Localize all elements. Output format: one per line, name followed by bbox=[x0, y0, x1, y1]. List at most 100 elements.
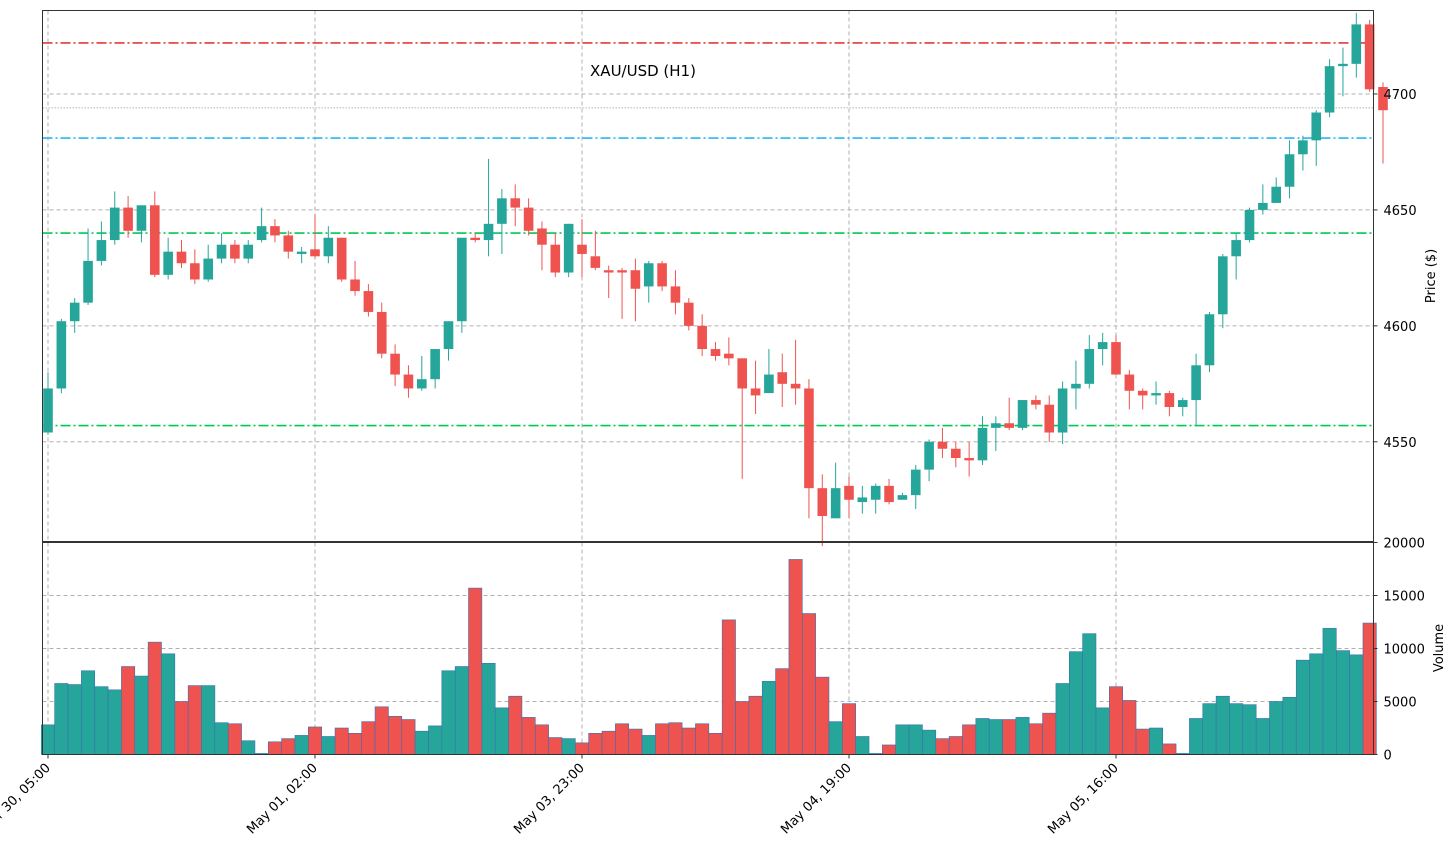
volume-bar bbox=[1349, 654, 1364, 755]
volume-bar bbox=[521, 717, 536, 755]
candle-body bbox=[750, 388, 761, 396]
candle-body bbox=[1271, 186, 1281, 203]
candle-body bbox=[1231, 240, 1241, 257]
candle-body bbox=[310, 249, 320, 257]
candle-body bbox=[817, 488, 828, 516]
candle-body bbox=[390, 353, 400, 375]
volume-axis-ticks: 0 5000 10000 15000 20000 bbox=[1373, 537, 1425, 764]
volume-bar bbox=[494, 707, 509, 755]
time-tick-label: May 04, 19:00 bbox=[778, 761, 855, 838]
volume-bar bbox=[548, 737, 563, 755]
candle-body bbox=[657, 263, 667, 287]
volume-bar bbox=[681, 727, 696, 755]
candle-body bbox=[857, 497, 868, 503]
candle-body bbox=[1124, 374, 1135, 391]
volume-bar bbox=[121, 666, 136, 755]
volume-bar bbox=[1309, 653, 1324, 755]
volume-bar bbox=[1028, 723, 1043, 755]
volume-bar bbox=[588, 732, 603, 755]
candle-body bbox=[1031, 400, 1041, 405]
candle-body bbox=[603, 270, 614, 273]
volume-bar bbox=[54, 683, 69, 755]
candle-body bbox=[283, 235, 294, 252]
candle-body bbox=[1044, 404, 1055, 433]
volume-bar bbox=[1322, 628, 1337, 755]
volume-bar bbox=[1002, 719, 1017, 755]
candle-body bbox=[1191, 365, 1201, 401]
volume-bar bbox=[828, 721, 843, 755]
volume-bar bbox=[708, 732, 723, 755]
candle-body bbox=[951, 448, 961, 459]
volume-axis-label: Volume bbox=[1432, 624, 1447, 672]
volume-tick-label: 15000 bbox=[1384, 590, 1425, 605]
candle-body bbox=[243, 244, 254, 259]
volume-bar bbox=[1335, 650, 1350, 755]
candle-body bbox=[617, 270, 627, 273]
volume-bar bbox=[801, 613, 816, 755]
volume-bar bbox=[761, 681, 776, 755]
volume-bar bbox=[1269, 701, 1284, 755]
volume-bar bbox=[1255, 718, 1270, 755]
volume-bar bbox=[775, 668, 790, 755]
candle-body bbox=[470, 237, 480, 241]
candle-body bbox=[216, 244, 227, 259]
candle-body bbox=[1284, 154, 1295, 187]
volume-tick-label: 20000 bbox=[1384, 537, 1425, 552]
candle-body bbox=[684, 302, 694, 326]
candle-body bbox=[1204, 314, 1215, 366]
volume-bar bbox=[94, 686, 109, 755]
volume-bar bbox=[988, 719, 1003, 755]
volume-bar bbox=[1015, 717, 1030, 755]
volume-bar bbox=[1215, 695, 1230, 755]
candle-body bbox=[697, 325, 707, 350]
candle-body bbox=[150, 205, 160, 275]
candle-body bbox=[109, 207, 120, 241]
candle-body bbox=[1177, 400, 1188, 408]
candle-body bbox=[56, 321, 67, 389]
candle-body bbox=[430, 349, 440, 380]
candle-body bbox=[590, 256, 601, 268]
volume-bar bbox=[321, 736, 336, 755]
candle-body bbox=[1137, 390, 1148, 396]
candle-body bbox=[1084, 349, 1095, 384]
candle-body bbox=[483, 223, 494, 241]
candle-body bbox=[804, 388, 814, 489]
volume-bar bbox=[534, 724, 549, 755]
candle-body bbox=[910, 469, 921, 496]
volume-panel-gridlines bbox=[42, 542, 1374, 755]
candle-body bbox=[737, 358, 747, 389]
level-lines bbox=[42, 42, 1374, 427]
volume-bar bbox=[628, 728, 643, 755]
volume-bar bbox=[1042, 712, 1057, 755]
volume-bar bbox=[975, 718, 990, 755]
candle-body bbox=[870, 485, 881, 500]
volume-bar bbox=[361, 721, 376, 755]
volume-bar bbox=[214, 722, 229, 755]
volume-bar bbox=[1068, 651, 1083, 755]
price-axis-ticks: 4550 4600 4650 4700 bbox=[1373, 88, 1417, 451]
chart-title: XAU/USD (H1) bbox=[590, 62, 696, 80]
volume-bar bbox=[1135, 728, 1150, 755]
candle-body bbox=[510, 198, 521, 208]
volume-bar bbox=[201, 685, 216, 755]
candle-body bbox=[670, 286, 681, 303]
volume-bar bbox=[655, 723, 670, 755]
volume-bar bbox=[788, 559, 803, 755]
candle-body bbox=[777, 372, 788, 384]
volume-bar bbox=[401, 719, 416, 755]
price-panel-gridlines bbox=[42, 10, 1374, 542]
volume-bar bbox=[1055, 683, 1070, 755]
volume-bar bbox=[668, 722, 683, 755]
candle-body bbox=[403, 374, 414, 389]
price-tick-label: 4650 bbox=[1384, 204, 1417, 219]
candle-body bbox=[176, 251, 187, 264]
volume-bar bbox=[922, 729, 937, 755]
candle-body bbox=[123, 207, 133, 231]
candle-body bbox=[256, 226, 267, 241]
candle-body bbox=[417, 379, 427, 389]
candle-body bbox=[1298, 140, 1308, 155]
volume-bar bbox=[161, 653, 176, 755]
candle-body bbox=[1151, 393, 1161, 396]
volume-bar bbox=[735, 701, 750, 755]
candle-body bbox=[230, 244, 240, 259]
